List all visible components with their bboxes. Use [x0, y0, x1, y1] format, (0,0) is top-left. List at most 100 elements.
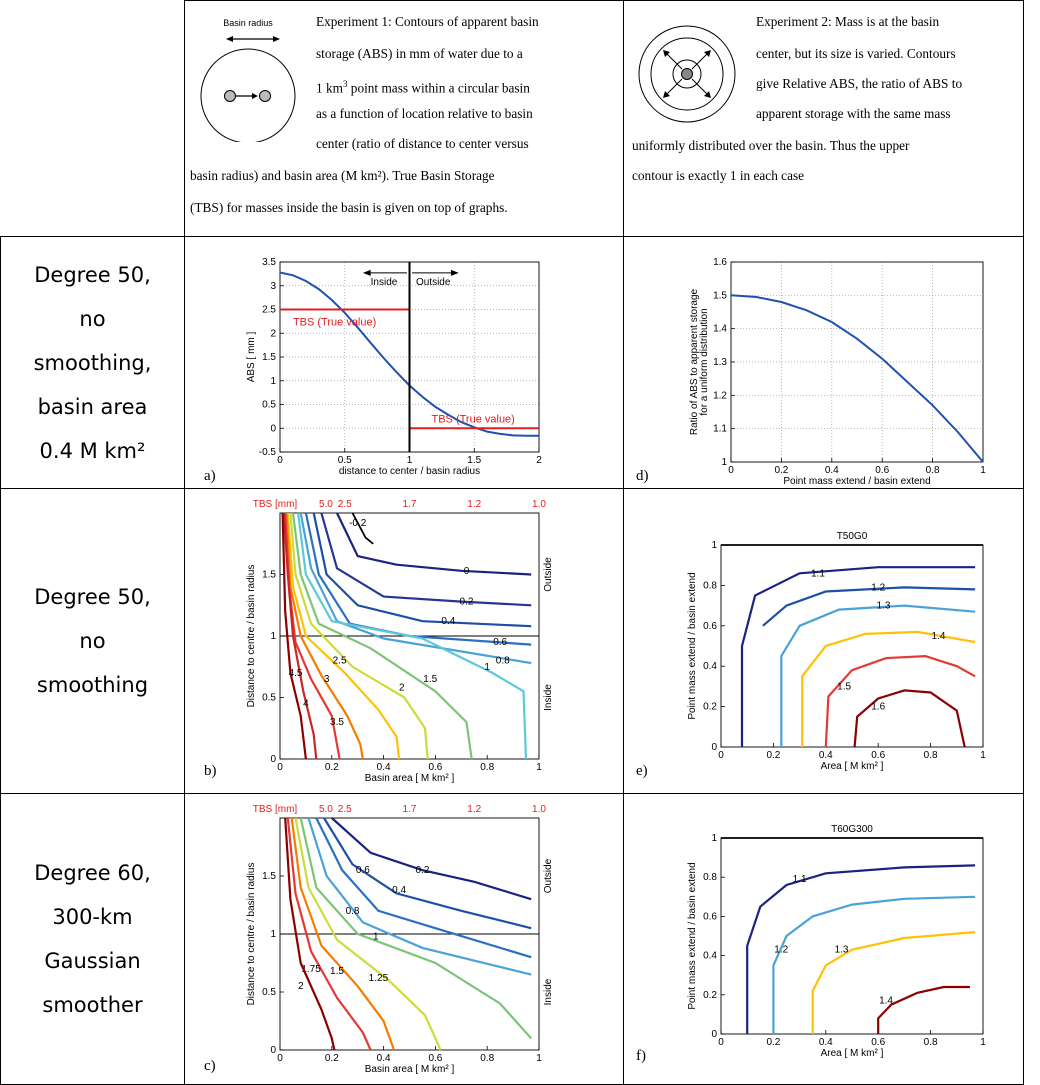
chart-c-tbs-axis-title: TBS [mm] [253, 804, 298, 815]
chart-a-ytick-label-7: 3 [270, 281, 276, 292]
chart-e-frame [720, 544, 984, 748]
chart-f-frame [720, 837, 984, 1035]
chart-e-ylabel: Point mass extend / basin extend [687, 572, 698, 719]
chart-a-ytick-label-0: -0.5 [259, 447, 277, 458]
chart-b-contour-6 [291, 512, 473, 760]
chart-d-ytick-label-2: 1.2 [713, 390, 727, 401]
chart-f-xtick-label-3: 0.6 [871, 1037, 885, 1048]
chart-a-xtick-label-1: 0.5 [338, 455, 352, 466]
exp2-line-1: Experiment 2: Mass is at the basin [756, 14, 940, 29]
chart-f-contour-3 [877, 985, 970, 1034]
row1-line-2: no [79, 306, 106, 331]
chart-a-tbs-inside-label: TBS (True value) [293, 317, 376, 329]
chart-c-contour-1 [323, 817, 532, 930]
chart-d-xlabel: Point mass extend / basin extend [783, 476, 930, 486]
chart-a-ytick-label-1: 0 [270, 423, 276, 434]
panel-letter-f: f) [636, 1048, 646, 1064]
chart-c-contour-0 [331, 817, 532, 901]
chart-b-tbs-tick-4: 1.0 [532, 499, 546, 510]
chart-b-xtick-label-2: 0.4 [377, 762, 391, 773]
chart-b-contour-label-5: 1 [484, 662, 490, 673]
exp1-line-2: storage (ABS) in mm of water due to a [316, 46, 523, 61]
chart-e-xtick-label-0: 0 [718, 750, 724, 761]
chart-e-ytick-label-1: 0.2 [703, 702, 717, 713]
chart-b-contour-0 [336, 512, 532, 576]
chart-b-contour-label-11: 4 [303, 699, 309, 710]
chart-d-xtick-label-4: 0.8 [926, 465, 940, 476]
chart-d-xtick-label-1: 0.2 [774, 465, 788, 476]
chart-e-title: T50G0 [837, 531, 868, 542]
chart-b-contour-label-neg: -0.2 [349, 518, 367, 529]
exp1-line-7: (TBS) for masses inside the basin is giv… [190, 200, 508, 215]
chart-c-contour-7 [286, 817, 372, 1051]
chart-c-contour-6 [290, 817, 396, 1051]
chart-a-xtick-label-4: 2 [536, 455, 542, 466]
chart-b-contour-11 [282, 512, 318, 760]
chart-a-tbs-outside-label: TBS (True value) [432, 413, 515, 425]
chart-c-tbs-tick-0: 5.0 [319, 804, 333, 815]
chart-c-contour-label-4: 1 [373, 931, 379, 942]
chart-e-contour-3 [801, 630, 976, 747]
chart-b-xtick-label-5: 1 [536, 762, 542, 773]
chart-f-ylabel: Point mass extend / basin extend [687, 862, 698, 1009]
chart-a-outside-arrowhead [450, 269, 459, 276]
chart-b-contour-label-0: 0 [464, 566, 470, 577]
chart-c-contour-label-2: 0.6 [356, 865, 370, 876]
chart-f-xlabel: Area [ M km² ] [821, 1048, 884, 1059]
row-label-2: Degree 50, no smoothing [1, 489, 184, 793]
chart-c-ylabel: Distance to centre / basin radius [246, 863, 257, 1006]
chart-b-outside-label: Outside [543, 557, 554, 592]
chart-e-xtick-label-4: 0.8 [924, 750, 938, 761]
chart-b-contour-label-3: 0.6 [493, 637, 507, 648]
chart-e-contour-2 [780, 604, 976, 747]
chart-e-contour-label-4: 1.5 [837, 681, 851, 692]
exp2-line-2: center, but its size is varied. Contours [756, 46, 956, 61]
row2-line-3: smoothing [36, 673, 149, 697]
exp1-line-6: basin radius) and basin area (M km²). Tr… [190, 168, 495, 183]
exp2-line-3: give Relative ABS, the ratio of ABS to [756, 76, 963, 91]
chart-d-xtick-label-2: 0.4 [825, 465, 839, 476]
chart-c-contour-label-6: 1.5 [330, 966, 344, 977]
chart-c-contour-d60: 0 0.2 0.4 0.6 0.8 1 0 0.5 1 1.5 Basin area [ M km²… [246, 804, 554, 1075]
chart-e-xtick-label-3: 0.6 [871, 750, 885, 761]
chart-a-ytick-label-4: 1.5 [262, 352, 276, 363]
chart-b-tbs-tick-0: 5.0 [319, 499, 333, 510]
chart-c-tbs-tick-3: 1.2 [467, 804, 481, 815]
chart-f-ytick-label-1: 0.2 [703, 990, 717, 1001]
exp1-line-1: Experiment 1: Contours of apparent basin [316, 14, 539, 29]
exp2-line-5: uniformly distributed over the basin. Th… [632, 138, 910, 153]
chart-a-xtick-label-0: 0 [277, 455, 283, 466]
row3-line-3: Gaussian [44, 949, 141, 973]
chart-c-xlabel: Basin area [ M km² ] [365, 1064, 455, 1075]
chart-a-outside-label: Outside [416, 277, 451, 288]
chart-b-contour-2 [312, 512, 532, 628]
row2-line-2: no [79, 629, 106, 653]
chart-d-xtick-label-0: 0 [728, 465, 734, 476]
chart-c-tbs-tick-4: 1.0 [532, 804, 546, 815]
chart-b-contour-1 [320, 512, 532, 607]
chart-e-xtick-label-2: 0.4 [819, 750, 833, 761]
chart-a-ytick-label-5: 2 [270, 328, 276, 339]
chart-b-contour-label-2: 0.4 [441, 616, 455, 627]
chart-c-contour-label-8: 2 [298, 981, 304, 992]
panel-letter-c: c) [204, 1058, 216, 1074]
chart-b-xtick-label-1: 0.2 [325, 762, 339, 773]
chart-f-xtick-label-5: 1 [980, 1037, 986, 1048]
row1-line-5: 0.4 M km² [39, 438, 146, 463]
chart-f-xtick-label-4: 0.8 [924, 1037, 938, 1048]
chart-c-contour-3 [307, 817, 532, 976]
row3-line-1: Degree 60, [34, 861, 151, 885]
chart-b-ytick-label-1: 0.5 [262, 693, 276, 704]
chart-b-contour-label-9: 3 [324, 674, 330, 685]
row3-line-2: 300-km [52, 905, 133, 929]
exp1-line-3: 1 km3 point mass within a circular basin [316, 72, 616, 100]
chart-e-xtick-label-5: 1 [980, 750, 986, 761]
panel-letter-a: a) [204, 468, 216, 484]
chart-f-contour-t60g300: 0 0.2 0.4 0.6 0.8 1 0 0.2 0.4 0.6 0.8 1 Area [ M km²… [687, 824, 986, 1059]
chart-e-contour-t50g0: 0 0.2 0.4 0.6 0.8 1 0 0.2 0.4 0.6 0.8 1 Area [ M km²… [687, 531, 986, 772]
chart-c-xtick-label-1: 0.2 [325, 1053, 339, 1064]
chart-c-contour-4 [299, 817, 533, 1040]
chart-a-ytick-label-8: 3.5 [262, 257, 276, 268]
chart-f-contour-0 [746, 864, 976, 1034]
